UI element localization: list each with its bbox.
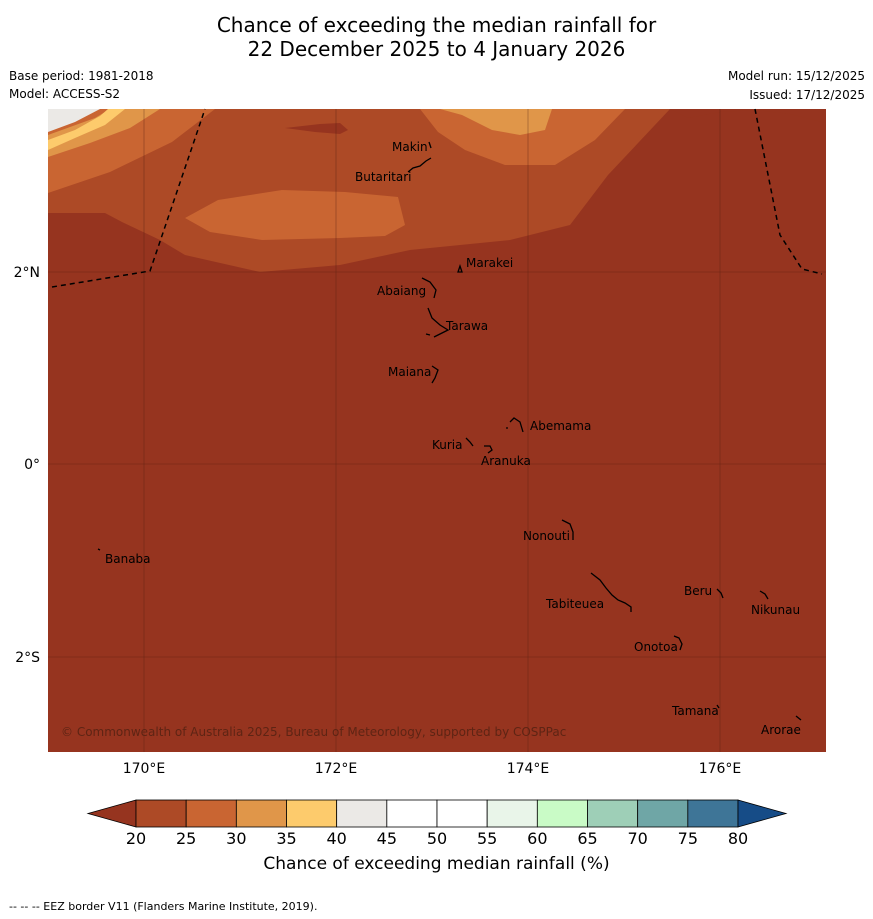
lon-axis: 170°E 172°E 174°E 176°E [123,761,742,777]
label-beru: Beru [684,584,712,598]
colorbar-tick-label: 75 [677,829,698,848]
island-outlines [97,141,802,721]
island-arorae [795,715,802,721]
colorbar-tick-label: 60 [527,829,548,848]
colorbar-tick-label: 45 [376,829,397,848]
colorbar-tick-label: 55 [476,829,498,848]
eez-border [51,108,823,288]
colorbar-swatch [486,799,538,828]
label-butaritari: Butaritari [355,170,412,184]
copyright-text: © Commonwealth of Australia 2025, Bureau… [61,725,566,739]
base-period: Base period: 1981-2018 [9,69,154,83]
model-run: Model run: 15/12/2025 [727,69,865,83]
colorbar-swatch [135,799,187,828]
label-tamana: Tamana [671,704,719,718]
label-arorae: Arorae [761,723,801,737]
lat-axis: 2°N 0° 2°S [14,265,41,666]
island-kuria [465,437,474,447]
band-35-40 [48,109,125,150]
island-banaba [97,548,101,551]
eez-footnote: -- -- -- EEZ border V11 (Flanders Marine… [9,900,318,913]
colorbar-swatch [336,799,388,828]
island-aranuka [484,445,493,454]
colorbar-swatch [687,799,739,828]
model-name: Model: ACCESS-S2 [9,87,121,101]
colorbar-swatch [587,799,639,828]
colorbar-swatch [185,799,237,828]
island-butaritari [407,157,432,173]
island-abaiang [421,277,437,299]
band-30-35 [48,109,552,157]
colorbar-swatch [536,799,588,828]
colorbar-label: Chance of exceeding median rainfall (%) [263,854,610,874]
island-tabiteuea [590,572,632,612]
colorbar-tick-label: 35 [276,829,297,848]
label-kuria: Kuria [432,438,463,452]
island-tamana [716,704,720,709]
label-nikunau: Nikunau [751,603,800,617]
colorbar-tick-label: 40 [326,829,347,848]
chart-title-line2: 22 December 2025 to 4 January 2026 [247,37,626,61]
colorbar-swatch [637,799,689,828]
label-maiana: Maiana [388,365,431,379]
lon-label-172: 172°E [315,761,358,777]
colorbar-high-extension [737,799,788,828]
label-tarawa: Tarawa [445,319,488,333]
colorbar-tick-label: 65 [577,829,598,848]
island-nonouti [561,519,574,540]
lat-label-2n: 2°N [14,265,40,281]
island-onotoa [673,635,683,651]
label-tabiteuea: Tabiteuea [545,597,604,611]
label-abemama: Abemama [530,419,591,433]
colorbar [86,799,788,828]
island-nikunau [759,590,769,600]
colorbar-swatch [235,799,287,828]
colorbar-swatch [436,799,488,828]
band-40-45 [48,109,100,132]
lon-label-176: 176°E [699,761,742,777]
gridlines [48,109,826,752]
colorbar-swatch [286,799,338,828]
island-marakei [457,263,463,273]
label-aranuka: Aranuka [481,454,531,468]
island-abemama [506,417,524,433]
island-tarawa [425,307,450,338]
label-abaiang: Abaiang [377,284,426,298]
band-25-30 [48,109,625,240]
island-beru [716,588,724,599]
colorbar-tick-label: 25 [175,829,197,848]
lat-label-0: 0° [24,457,40,473]
island-makin [428,141,432,149]
label-onotoa: Onotoa [634,640,678,654]
colorbar-tick-label: 50 [426,829,448,848]
label-makin: Makin [392,140,428,154]
island-maiana [431,365,439,384]
colorbar-tick-label: 70 [627,829,648,848]
lon-label-170: 170°E [123,761,166,777]
colorbar-tick-label: 80 [727,829,749,848]
chart-title-line1: Chance of exceeding the median rainfall … [216,13,657,37]
contour-fills [48,109,826,752]
colorbar-swatch [386,799,438,828]
label-marakei: Marakei [466,256,513,270]
colorbar-tick-label: 30 [226,829,247,848]
band-below-20-patch [285,109,826,134]
lat-label-2s: 2°S [15,650,40,666]
issued-date: Issued: 17/12/2025 [749,88,865,102]
label-banaba: Banaba [105,552,151,566]
colorbar-low-extension [86,799,137,828]
island-labels: Makin Butaritari Marakei Abaiang Tarawa … [105,140,801,737]
colorbar-tick-label: 20 [125,829,147,848]
lon-label-174: 174°E [507,761,550,777]
label-nonouti: Nonouti [523,529,570,543]
